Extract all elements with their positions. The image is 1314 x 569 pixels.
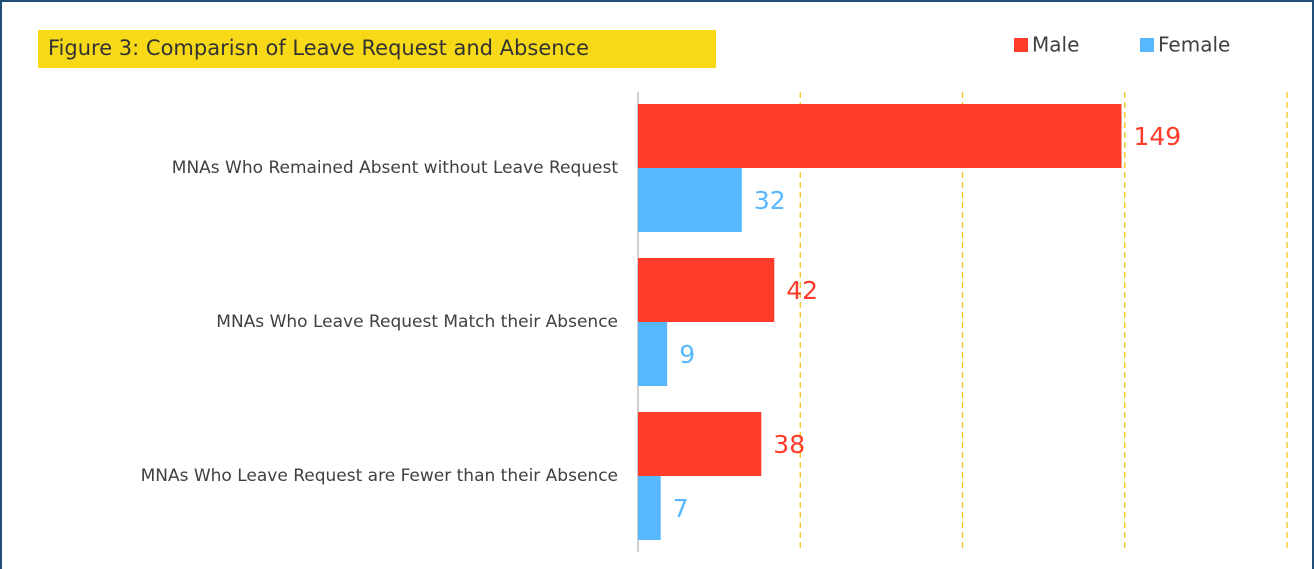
- bar: [638, 258, 775, 322]
- data-label: 9: [679, 340, 695, 369]
- bar: [638, 476, 661, 540]
- legend-swatch: [1014, 38, 1028, 52]
- bar: [638, 168, 742, 232]
- bar: [638, 104, 1122, 168]
- chart-title: Figure 3: Comparisn of Leave Request and…: [48, 36, 589, 60]
- title-box: [38, 30, 716, 68]
- y-tick-label: MNAs Who Remained Absent without Leave R…: [172, 158, 619, 178]
- bar: [638, 412, 762, 476]
- legend-swatch: [1140, 38, 1154, 52]
- data-label: 42: [786, 276, 818, 305]
- data-label: 38: [773, 430, 805, 459]
- data-label: 149: [1134, 122, 1182, 151]
- y-tick-label: MNAs Who Leave Request Match their Absen…: [216, 312, 618, 332]
- bar: [638, 322, 668, 386]
- y-tick-label: MNAs Who Leave Request are Fewer than th…: [141, 466, 618, 486]
- data-label: 32: [754, 186, 786, 215]
- legend-label: Male: [1032, 33, 1079, 57]
- legend-label: Female: [1158, 33, 1230, 57]
- data-label: 7: [673, 494, 689, 523]
